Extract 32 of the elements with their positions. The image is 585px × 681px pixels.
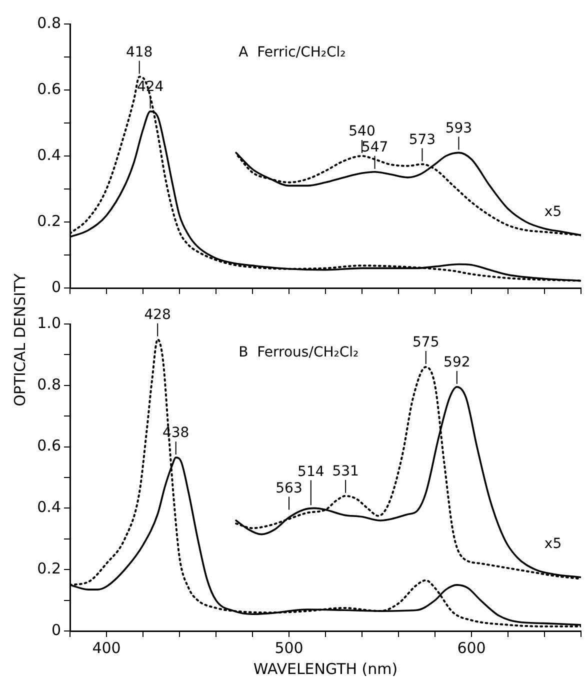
x-tick-label: 400 <box>92 638 121 657</box>
annotation: 592 <box>444 354 470 371</box>
y-tick-label: 0.4 <box>37 498 61 516</box>
x-tick-label: 600 <box>457 638 486 657</box>
annotation: 547 <box>361 139 388 156</box>
y-axis-title: OPTICAL DENSITY <box>11 274 29 406</box>
y-tick-label: 0.4 <box>37 146 61 164</box>
text: A Ferric/CH₂Cl₂ <box>238 44 346 61</box>
y-tick-label: 0.6 <box>37 80 61 98</box>
annotation: 540 <box>348 124 376 140</box>
y-tick-label: 0.2 <box>37 559 61 578</box>
y-tick-label: 0.2 <box>37 212 61 230</box>
annotation: 563 <box>276 480 302 496</box>
y-tick-label: 0.8 <box>37 375 61 394</box>
y-tick-label: 0.8 <box>37 14 61 32</box>
x-tick-label: 500 <box>274 638 304 657</box>
y-tick-label: 1.0 <box>37 314 61 332</box>
text: B Ferrous/CH₂Cl₂ <box>238 344 359 361</box>
annotation: 514 <box>298 464 324 480</box>
y-tick-label: 0 <box>51 620 61 639</box>
annotation: x5 <box>544 536 562 552</box>
annotation: 418 <box>126 44 153 60</box>
annotation: 428 <box>144 306 171 323</box>
annotation: 593 <box>445 120 472 136</box>
annotation: 575 <box>412 334 440 351</box>
annotation: x5 <box>544 204 562 220</box>
annotation: 531 <box>332 464 359 480</box>
y-tick-label: 0.6 <box>37 436 61 455</box>
y-tick-label: 0 <box>51 278 61 296</box>
annotation: 424 <box>136 79 164 96</box>
x-axis-title: WAVELENGTH (nm) <box>253 660 398 678</box>
annotation: 573 <box>408 132 436 148</box>
